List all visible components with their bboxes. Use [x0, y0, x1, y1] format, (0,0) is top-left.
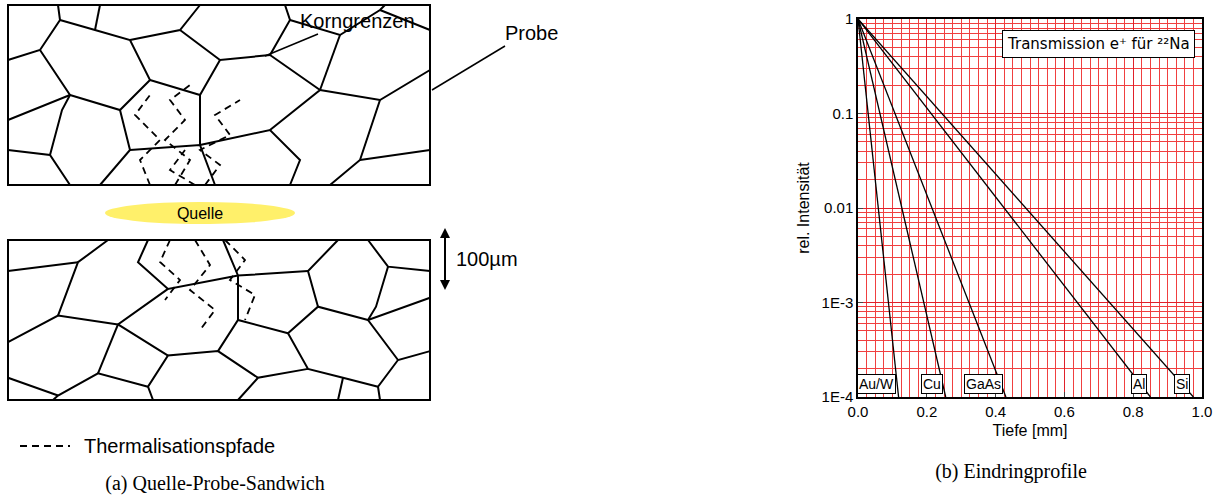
svg-text:GaAs: GaAs — [966, 376, 1001, 392]
svg-text:1.0: 1.0 — [1192, 403, 1213, 420]
svg-text:Quelle: Quelle — [177, 205, 223, 222]
svg-text:0.0: 0.0 — [848, 403, 869, 420]
svg-text:(a) Quelle-Probe-Sandwich: (a) Quelle-Probe-Sandwich — [105, 472, 324, 495]
svg-text:0.1: 0.1 — [832, 105, 853, 122]
svg-text:100µm: 100µm — [456, 248, 518, 270]
svg-text:1E-3: 1E-3 — [822, 294, 854, 311]
svg-text:Cu: Cu — [923, 376, 941, 392]
svg-text:0.8: 0.8 — [1123, 403, 1144, 420]
svg-text:Probe: Probe — [505, 22, 558, 44]
svg-text:0.4: 0.4 — [985, 403, 1006, 420]
html-text:(b) Eindringprofile: (b) Eindringprofile — [935, 460, 1087, 482]
svg-text:Transmission e⁺ für ²²Na: Transmission e⁺ für ²²Na — [1007, 35, 1190, 53]
svg-text:Thermalisationspfade: Thermalisationspfade — [84, 435, 275, 457]
svg-text:Korngrenzen: Korngrenzen — [300, 10, 415, 32]
svg-text:Si: Si — [1176, 376, 1188, 392]
svg-text:Al: Al — [1133, 376, 1145, 392]
svg-text:rel. Intensität: rel. Intensität — [795, 162, 812, 254]
svg-text:0.6: 0.6 — [1054, 403, 1075, 420]
svg-text:1: 1 — [845, 10, 853, 27]
svg-text:0.01: 0.01 — [824, 199, 853, 216]
svg-text:1E-4: 1E-4 — [822, 388, 854, 405]
svg-text:0.2: 0.2 — [916, 403, 937, 420]
svg-text:Tiefe [mm]: Tiefe [mm] — [993, 422, 1068, 439]
svg-text:Au/W: Au/W — [859, 376, 894, 392]
